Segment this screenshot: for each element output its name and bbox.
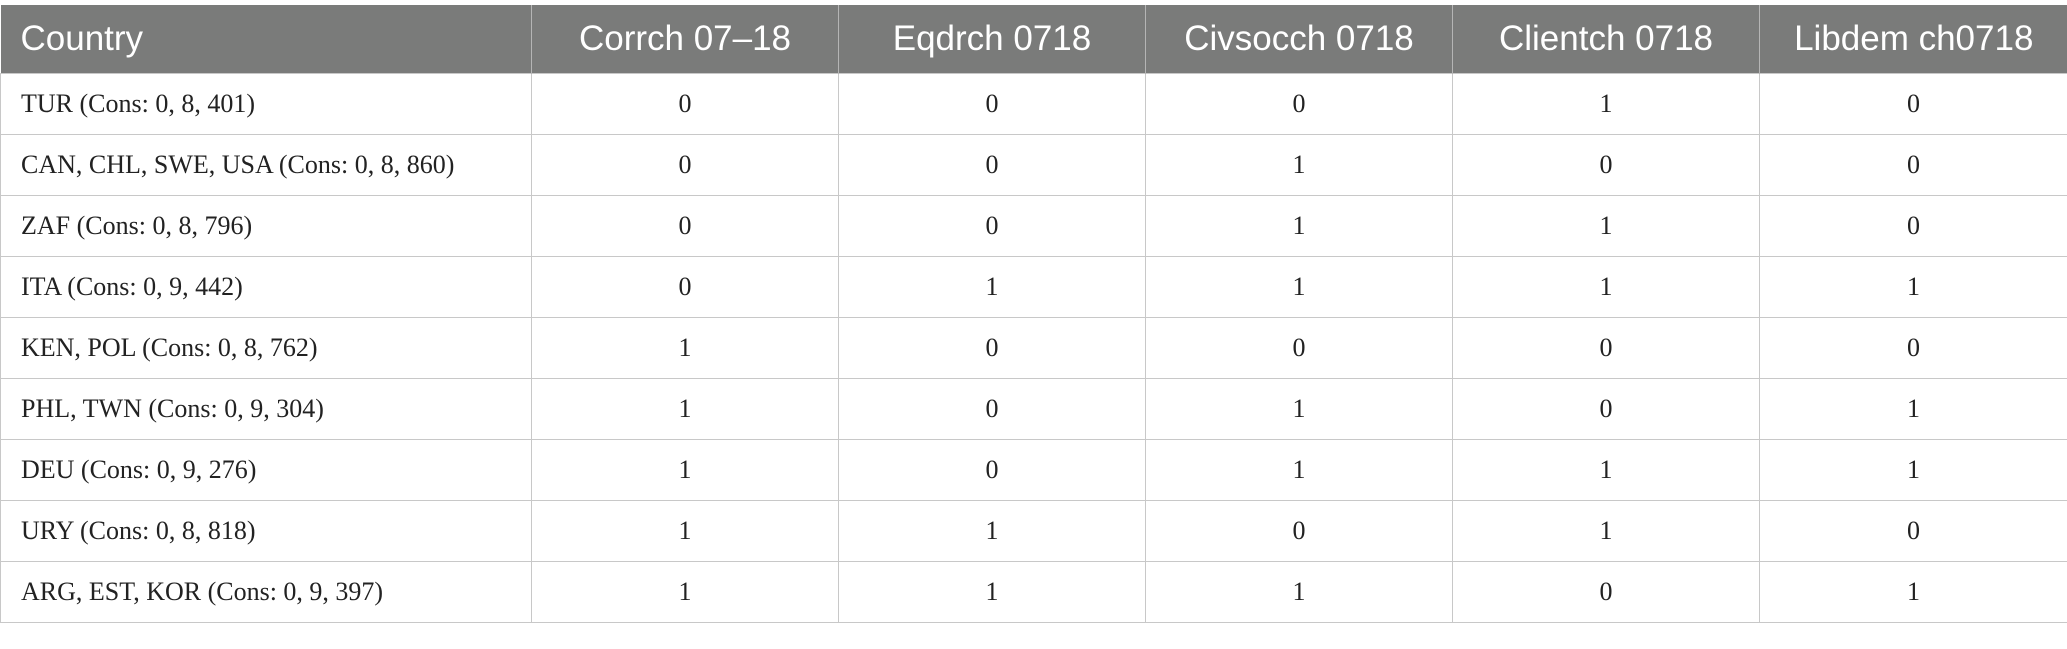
value-cell: 0	[839, 135, 1146, 196]
value-cell: 1	[1760, 379, 2067, 440]
value-cell: 0	[1760, 135, 2067, 196]
value-cell: 1	[1453, 74, 1760, 135]
value-cell: 1	[532, 440, 839, 501]
value-cell: 0	[532, 135, 839, 196]
value-cell: 1	[1146, 135, 1453, 196]
value-cell: 0	[1453, 562, 1760, 623]
value-cell: 0	[1760, 74, 2067, 135]
value-cell: 1	[532, 379, 839, 440]
value-cell: 1	[1146, 379, 1453, 440]
value-cell: 0	[1146, 318, 1453, 379]
value-cell: 0	[1146, 501, 1453, 562]
value-cell: 1	[1146, 196, 1453, 257]
value-cell: 1	[532, 318, 839, 379]
value-cell: 1	[1146, 257, 1453, 318]
country-cell: ARG, EST, KOR (Cons: 0, 9, 397)	[1, 562, 532, 623]
value-cell: 0	[1146, 74, 1453, 135]
country-cell: TUR (Cons: 0, 8, 401)	[1, 74, 532, 135]
value-cell: 0	[1453, 379, 1760, 440]
country-cell: URY (Cons: 0, 8, 818)	[1, 501, 532, 562]
country-cell: ZAF (Cons: 0, 8, 796)	[1, 196, 532, 257]
column-header: Clientch 0718	[1453, 5, 1760, 74]
value-cell: 1	[1146, 562, 1453, 623]
value-cell: 0	[532, 196, 839, 257]
value-cell: 1	[1453, 440, 1760, 501]
country-cell: PHL, TWN (Cons: 0, 9, 304)	[1, 379, 532, 440]
value-cell: 0	[532, 257, 839, 318]
value-cell: 0	[532, 74, 839, 135]
column-header: Civsocch 0718	[1146, 5, 1453, 74]
value-cell: 1	[1760, 562, 2067, 623]
value-cell: 1	[1146, 440, 1453, 501]
value-cell: 0	[1453, 135, 1760, 196]
value-cell: 1	[839, 257, 1146, 318]
value-cell: 0	[839, 74, 1146, 135]
value-cell: 0	[839, 196, 1146, 257]
value-cell: 1	[1453, 257, 1760, 318]
value-cell: 0	[839, 379, 1146, 440]
country-cell: CAN, CHL, SWE, USA (Cons: 0, 8, 860)	[1, 135, 532, 196]
value-cell: 1	[1453, 196, 1760, 257]
value-cell: 1	[839, 501, 1146, 562]
country-cell: ITA (Cons: 0, 9, 442)	[1, 257, 532, 318]
country-cell: DEU (Cons: 0, 9, 276)	[1, 440, 532, 501]
value-cell: 0	[1760, 318, 2067, 379]
column-header: Libdem ch0718	[1760, 5, 2067, 74]
column-header: Eqdrch 0718	[839, 5, 1146, 74]
value-cell: 0	[839, 318, 1146, 379]
value-cell: 1	[1453, 501, 1760, 562]
value-cell: 0	[839, 440, 1146, 501]
value-cell: 0	[1453, 318, 1760, 379]
value-cell: 1	[1760, 257, 2067, 318]
value-cell: 1	[532, 501, 839, 562]
value-cell: 1	[1760, 440, 2067, 501]
value-cell: 0	[1760, 196, 2067, 257]
column-header: Corrch 07–18	[532, 5, 839, 74]
value-cell: 0	[1760, 501, 2067, 562]
country-cell: KEN, POL (Cons: 0, 8, 762)	[1, 318, 532, 379]
column-header: Country	[1, 5, 532, 74]
value-cell: 1	[839, 562, 1146, 623]
value-cell: 1	[532, 562, 839, 623]
